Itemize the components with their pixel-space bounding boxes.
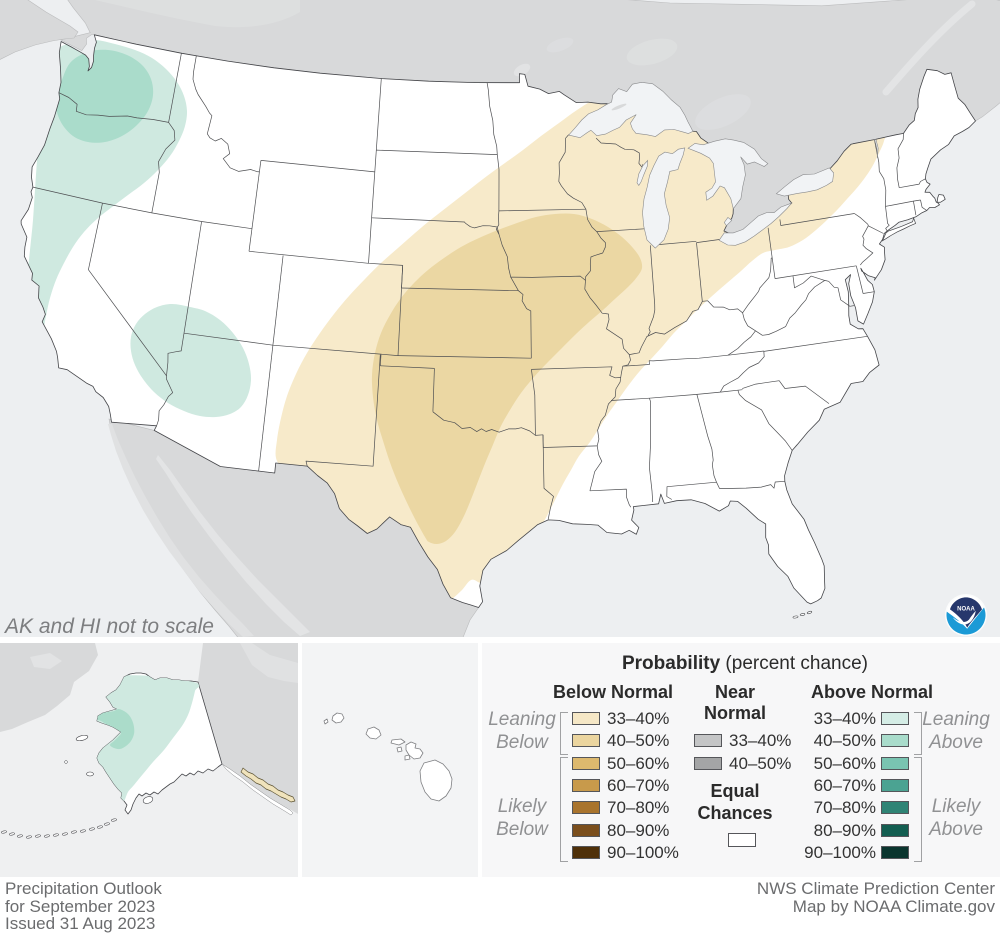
svg-text:AK and HI not to scale: AK and HI not to scale [3, 615, 214, 637]
svg-text:NOAA: NOAA [957, 607, 975, 613]
